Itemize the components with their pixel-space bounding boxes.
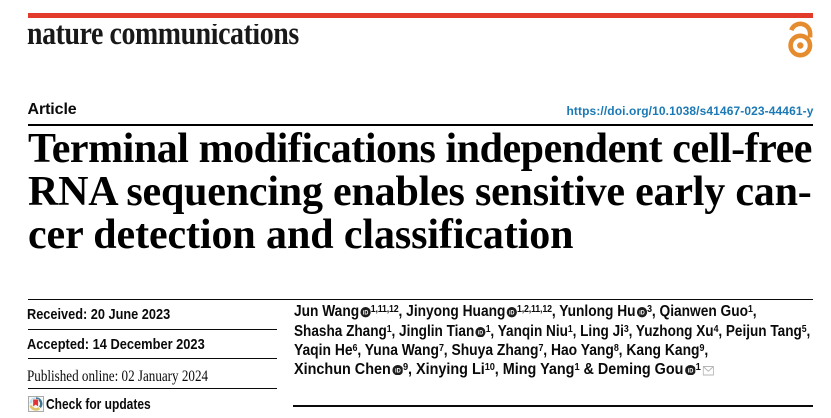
svg-text:iD: iD [363, 310, 368, 316]
svg-text:iD: iD [478, 330, 483, 336]
svg-text:iD: iD [395, 368, 401, 374]
svg-text:iD: iD [687, 368, 693, 374]
svg-text:iD: iD [509, 310, 514, 316]
svg-text:iD: iD [639, 310, 644, 316]
